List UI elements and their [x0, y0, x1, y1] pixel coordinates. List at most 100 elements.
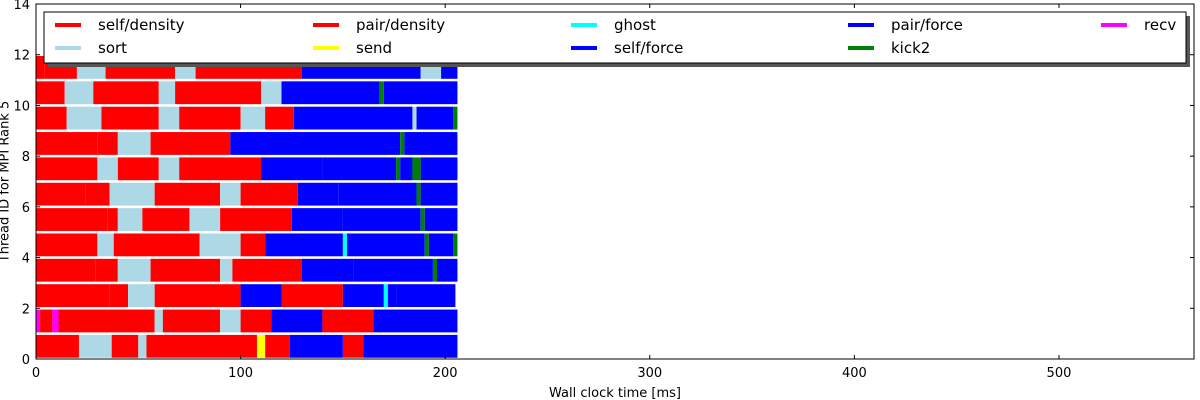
task-bar-pair-force — [293, 106, 413, 130]
task-bar-sort — [158, 81, 176, 105]
task-bar-sort — [158, 157, 180, 181]
task-bar-kick2 — [396, 157, 401, 181]
task-bar-ghost — [342, 233, 347, 257]
task-bar-sort — [154, 309, 163, 333]
task-bar-pair-force — [416, 106, 454, 130]
task-bar-pair-force — [437, 258, 458, 282]
legend-label: sort — [98, 39, 127, 57]
task-bar-self-density — [36, 106, 67, 130]
task-bar-pair-force — [404, 132, 458, 155]
task-bar-pair-force — [230, 132, 282, 155]
task-bar-pair-density — [162, 309, 221, 333]
task-bar-self-density — [36, 284, 110, 308]
task-bar-kick2 — [424, 233, 429, 257]
y-tick-label: 4 — [22, 252, 30, 267]
y-axis-label: Thread ID for MPI Rank 5 — [0, 101, 13, 263]
legend-label: pair/force — [891, 16, 963, 34]
task-bar-pair-force — [424, 208, 458, 231]
legend-label: kick2 — [891, 39, 930, 57]
x-tick-label: 400 — [842, 366, 867, 381]
task-bar-pair-density — [179, 157, 262, 181]
task-bar-pair-force — [383, 81, 458, 105]
task-bar-pair-force — [297, 182, 339, 206]
task-bar-pair-force — [265, 233, 343, 257]
task-bar-sort — [220, 309, 241, 333]
legend: self/density sort pair/density send ghost sel… — [43, 11, 1190, 67]
task-bar-pair-force — [291, 208, 343, 231]
task-bar-pair-force — [353, 258, 433, 282]
task-bar-pair-density — [85, 182, 110, 206]
axis-ticks: 0 100 200 300 400 500 0 2 4 6 8 10 12 14 — [13, 0, 1194, 381]
x-tick-label: 300 — [637, 366, 662, 381]
x-tick-label: 0 — [32, 366, 40, 381]
task-bar-sort — [64, 81, 94, 105]
task-bar-pair-force — [342, 208, 421, 231]
task-bar-pair-density — [107, 208, 118, 231]
y-tick-label: 2 — [22, 302, 30, 317]
task-bar-pair-density — [220, 208, 292, 231]
task-bar-recv — [36, 309, 41, 333]
task-bar-sort — [97, 157, 118, 181]
task-bar-pair-force — [420, 182, 458, 206]
task-bar-pair-force — [396, 284, 456, 308]
task-bar-kick2 — [379, 81, 384, 105]
task-bar-sort — [128, 284, 155, 308]
task-bar-pair-density — [93, 81, 159, 105]
legend-box — [43, 11, 1187, 64]
task-bar-sort — [412, 106, 417, 130]
task-bar-pair-force — [342, 284, 384, 308]
task-bar-self-density — [36, 334, 79, 358]
task-bar-pair-density — [117, 157, 159, 181]
task-bar-pair-force — [400, 157, 413, 181]
task-bar-pair-density — [150, 132, 231, 155]
task-bar-pair-density — [95, 258, 118, 282]
task-bar-kick2 — [453, 106, 458, 130]
task-bar-pair-density — [179, 106, 241, 130]
task-bar-pair-density — [146, 334, 257, 358]
task-bar-pair-density — [240, 182, 298, 206]
y-tick-label: 6 — [22, 201, 30, 216]
task-bar-sort — [78, 334, 112, 358]
task-bar-self-density — [36, 208, 108, 231]
task-bar-pair-force — [301, 258, 354, 282]
task-bar-pair-force — [387, 284, 397, 308]
task-bar-pair-density — [240, 309, 272, 333]
task-bar-kick2 — [416, 182, 421, 206]
task-bar-self-density — [36, 55, 45, 79]
task-bar-self-density — [36, 258, 96, 282]
task-bar-sort — [240, 106, 266, 130]
task-bar-pair-density — [150, 258, 221, 282]
plot-frame — [35, 3, 1195, 360]
task-bar-ghost — [383, 284, 388, 308]
task-bar-pair-density — [97, 132, 118, 155]
task-bar-pair-force — [271, 309, 323, 333]
task-bars — [36, 55, 458, 358]
task-bar-sort — [189, 208, 221, 231]
task-bar-pair-density — [322, 309, 374, 333]
task-bar-pair-density — [101, 106, 159, 130]
task-bar-pair-density — [113, 233, 200, 257]
task-bar-pair-force — [373, 309, 458, 333]
legend-label: send — [356, 39, 392, 57]
x-tick-label: 500 — [1047, 366, 1072, 381]
task-bar-send — [256, 334, 266, 358]
task-bar-self-density — [36, 157, 98, 181]
task-bar-sort — [117, 208, 143, 231]
task-bar-sort — [117, 258, 151, 282]
task-bar-pair-density — [109, 284, 129, 308]
task-bar-self-density — [36, 81, 65, 105]
task-bar-kick2 — [420, 208, 425, 231]
task-bar-pair-density — [240, 233, 266, 257]
task-bar-pair-force — [338, 182, 417, 206]
task-bar-pair-density — [265, 106, 294, 130]
y-tick-label: 12 — [13, 49, 30, 64]
y-tick-label: 10 — [13, 99, 30, 114]
y-tick-label: 8 — [22, 150, 30, 165]
task-bar-sort — [261, 81, 282, 105]
task-bar-sort — [117, 132, 151, 155]
task-bar-pair-force — [261, 157, 323, 181]
y-tick-label: 0 — [22, 353, 30, 368]
legend-label: self/force — [614, 39, 683, 57]
task-bar-sort — [138, 334, 147, 358]
